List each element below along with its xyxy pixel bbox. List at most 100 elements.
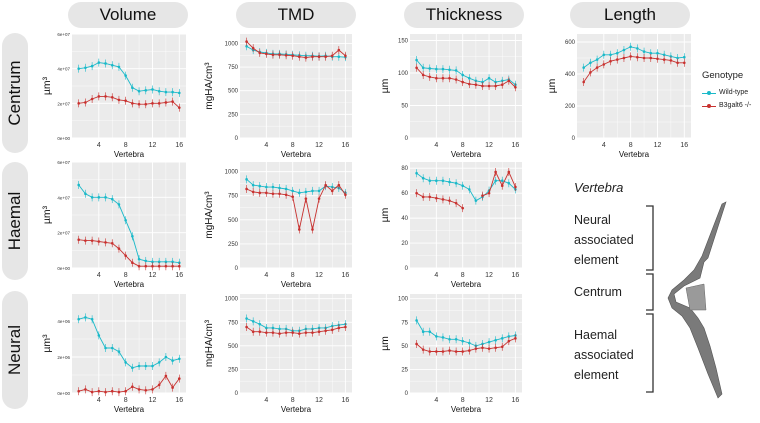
- data-point: [265, 326, 268, 330]
- data-point: [622, 56, 626, 60]
- data-point: [421, 348, 425, 351]
- data-point: [164, 374, 168, 378]
- y-tick-label: 1000: [225, 170, 239, 176]
- data-point: [144, 389, 148, 392]
- data-point: [84, 66, 87, 70]
- y-tick-label: 6e+07: [57, 32, 70, 37]
- data-point: [284, 53, 288, 57]
- y-tick-label: 0e+00: [57, 391, 70, 396]
- data-point: [171, 264, 174, 268]
- y-tick-label: 0e+00: [57, 266, 70, 271]
- y-tick-label: 0: [405, 391, 409, 397]
- y-axis-label: µm³: [41, 205, 53, 224]
- data-point: [337, 326, 341, 330]
- chart-centrum-length: 4 8 12 16 0 200 400 600 Vertebra µm: [546, 34, 691, 159]
- data-point: [461, 206, 465, 210]
- data-point: [77, 67, 81, 70]
- x-tick-label: 4: [602, 142, 606, 149]
- data-point: [297, 332, 301, 335]
- x-tick-label: 8: [124, 272, 128, 279]
- data-point: [278, 327, 281, 331]
- plot-background: [72, 294, 186, 393]
- data-point: [157, 361, 161, 364]
- data-point: [337, 48, 341, 52]
- data-point: [500, 83, 504, 86]
- data-point: [602, 53, 606, 57]
- data-point: [494, 170, 497, 174]
- vertebra-image: [667, 201, 727, 399]
- data-point: [474, 199, 478, 202]
- chart-haemal-tmd: 4 8 12 16 0 250 500 750 1000 Vertebra mgHA/cm³: [204, 162, 352, 289]
- data-point: [454, 201, 458, 205]
- data-point: [177, 106, 181, 109]
- y-tick-label: 600: [565, 40, 576, 46]
- data-point: [110, 197, 114, 201]
- x-tick-label: 4: [97, 397, 101, 404]
- data-point: [144, 89, 148, 92]
- data-point: [487, 76, 491, 80]
- data-point: [265, 185, 268, 189]
- data-point: [311, 55, 314, 58]
- column-header-volume: Volume: [68, 2, 188, 28]
- data-point: [448, 349, 451, 352]
- x-axis-label: Vertebra: [114, 280, 145, 289]
- x-tick-label: 8: [629, 142, 633, 149]
- data-point: [164, 260, 168, 264]
- legend-label-wildtype: Wild-type: [719, 89, 749, 96]
- chart-neural-thickness: 4 8 12 16 0 25 50 75 100 Vertebra µm: [379, 294, 522, 414]
- data-point: [124, 99, 127, 103]
- row-header-haemal: Haemal: [2, 162, 28, 280]
- data-point: [582, 80, 586, 84]
- y-tick-label: 250: [228, 367, 239, 373]
- data-point: [278, 192, 281, 196]
- series-mutant: [415, 334, 517, 356]
- y-tick-label: 0: [235, 266, 239, 272]
- x-tick-label: 4: [97, 142, 101, 149]
- data-point: [90, 64, 94, 68]
- data-point: [500, 179, 504, 183]
- data-point: [487, 340, 491, 344]
- data-point: [77, 238, 81, 242]
- x-axis-label: Vertebra: [114, 150, 145, 159]
- data-point: [415, 58, 418, 62]
- data-point: [124, 389, 127, 393]
- data-point: [171, 100, 174, 103]
- x-tick-label: 12: [149, 142, 157, 149]
- data-point: [137, 89, 141, 93]
- data-point: [144, 364, 148, 368]
- y-tick-label: 75: [401, 320, 408, 326]
- data-point: [97, 95, 101, 98]
- data-point: [662, 53, 666, 57]
- y-tick-label: 150: [398, 39, 409, 45]
- data-point: [278, 53, 281, 57]
- data-point: [317, 197, 321, 200]
- series-mutant: [77, 235, 181, 271]
- data-point: [582, 66, 586, 69]
- column-header-thickness: Thickness: [404, 2, 524, 28]
- chart-centrum-volume: 4 8 12 16 0e+00 2e+07 4e+07 6e+07 Vertebra µm³: [41, 32, 186, 159]
- data-point: [317, 330, 321, 334]
- y-tick-label: 50: [401, 104, 408, 110]
- data-point: [258, 322, 262, 326]
- data-point: [151, 88, 154, 91]
- y-tick-label: 250: [228, 112, 239, 118]
- series-line: [583, 46, 685, 68]
- data-point: [90, 239, 94, 242]
- data-point: [151, 388, 154, 391]
- y-tick-label: 2e+07: [57, 101, 70, 106]
- data-point: [649, 51, 653, 55]
- plot-background: [410, 162, 522, 268]
- schematic-brackets: [646, 205, 654, 393]
- plot-background: [577, 34, 691, 138]
- data-point: [467, 349, 471, 352]
- series-wildtype: [415, 169, 517, 205]
- data-point: [164, 264, 168, 268]
- data-point: [97, 389, 101, 393]
- x-axis-label: Vertebra: [451, 150, 482, 159]
- data-point: [461, 184, 465, 187]
- data-point: [507, 339, 511, 343]
- data-point: [171, 386, 174, 389]
- y-tick-label: 1000: [225, 297, 239, 303]
- data-point: [448, 76, 451, 80]
- data-point: [317, 189, 321, 193]
